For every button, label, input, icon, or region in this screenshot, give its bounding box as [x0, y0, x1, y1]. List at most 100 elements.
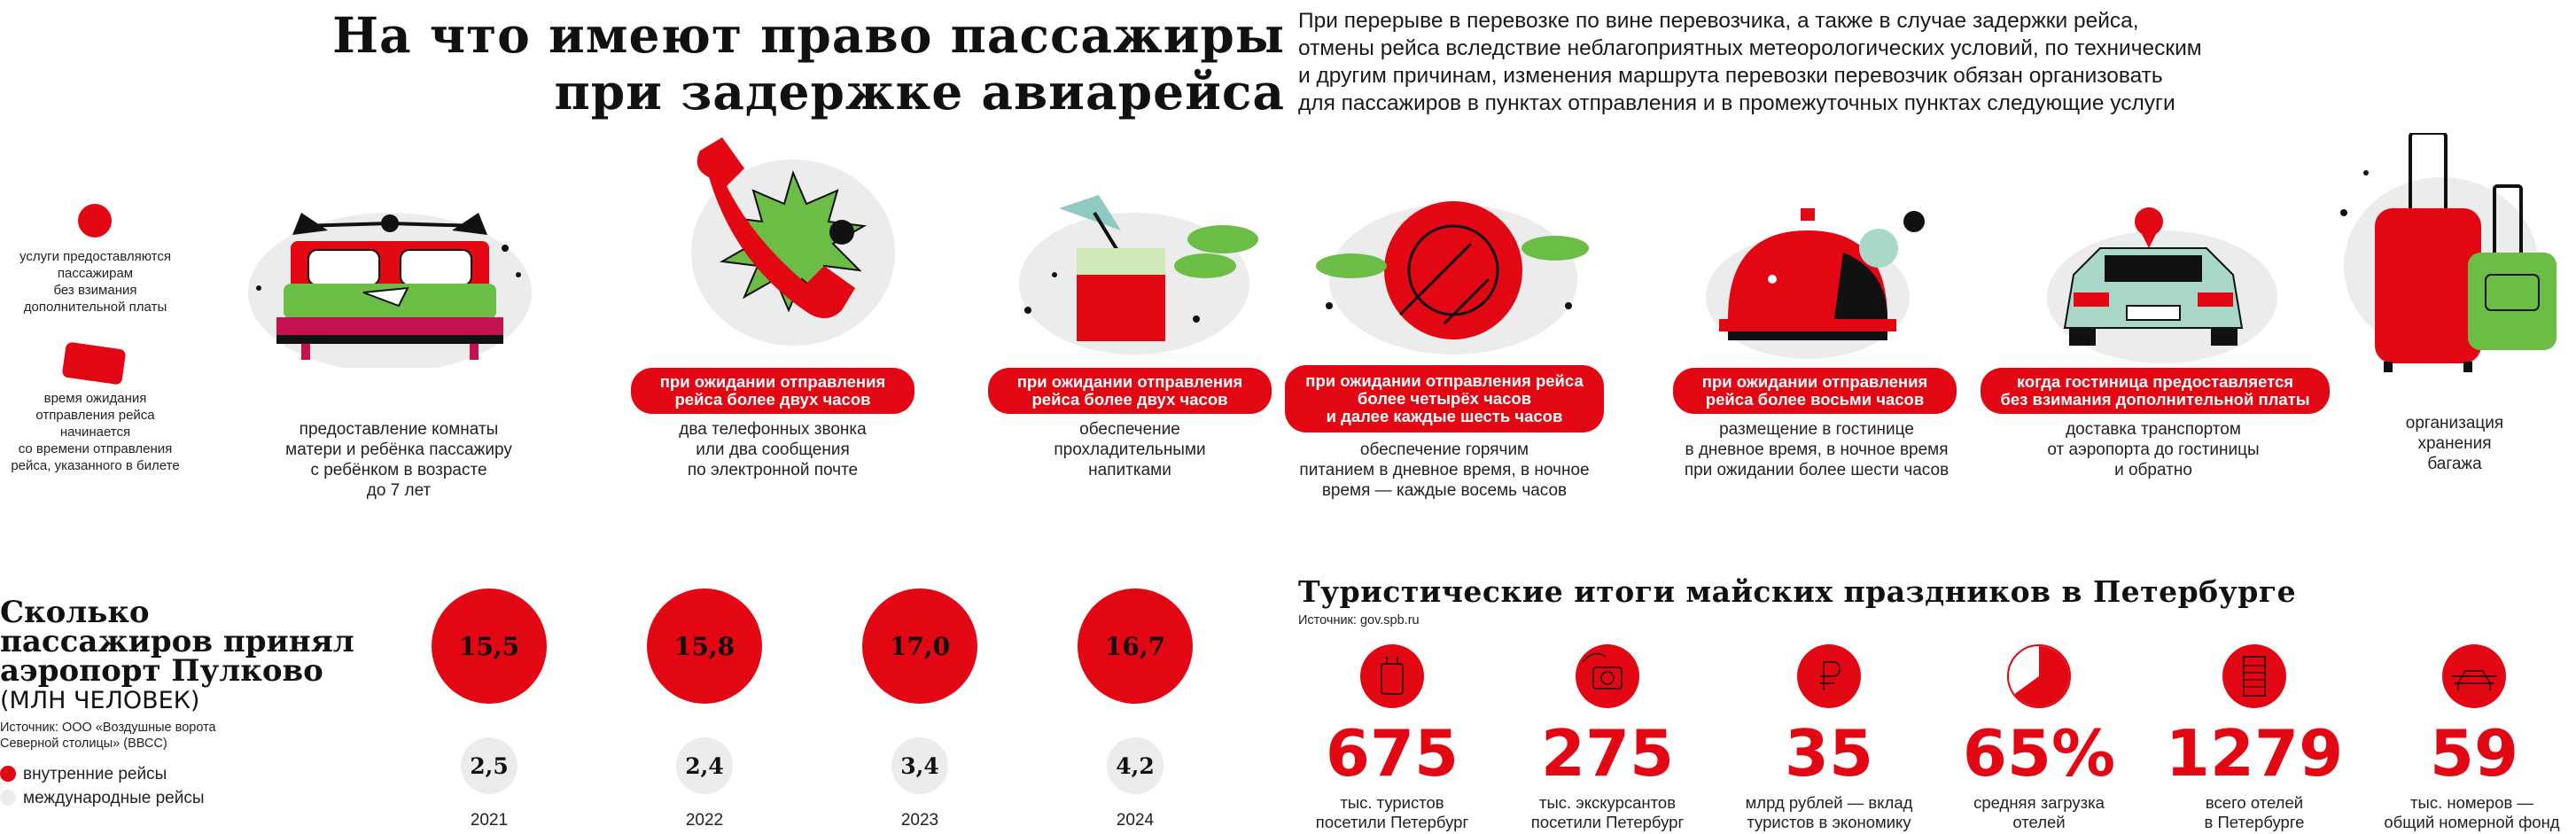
year-label: 2022 [685, 811, 724, 830]
service-caption-phone: два телефонных звонка или два сообщения … [631, 419, 914, 480]
caption-line: посетили Петербург [1530, 813, 1685, 831]
caption-line: по электронной почте [687, 461, 859, 479]
caption-line: туристов в экономику [1747, 813, 1911, 831]
service-caption-luggage: организация хранения багажа [2357, 413, 2552, 474]
condition-pill-phone: при ожидании отправления рейса более дву… [631, 368, 914, 414]
pill-line: без взимания дополнительной платы [2000, 390, 2310, 409]
condition-pill-transport: когда гостиница предоставляется без взим… [1981, 368, 2330, 414]
caption-line: до 7 лет [366, 481, 432, 500]
stat-value-occupancy: 65% [1962, 716, 2116, 791]
pill-line: рейса более двух часов [1031, 390, 1228, 409]
caption-line: время — каждые восемь часов [1321, 481, 1568, 500]
pill-line: при ожидании отправления рейса [1305, 371, 1584, 390]
tourist-suitcase-icon [1360, 644, 1424, 708]
pill-line: при ожидании отправления [1701, 372, 1928, 391]
caption-line: при ожидании более шести часов [1684, 461, 1950, 479]
caption-line: и обратно [2114, 461, 2192, 479]
pulkovo-title-line: Сколько [0, 595, 150, 630]
hotel-building-icon [2222, 644, 2286, 708]
caption-line: хранения [2417, 434, 2492, 453]
stat-value-hotels: 1279 [2165, 716, 2344, 791]
pill-line: и далее каждые шесть часов [1326, 407, 1563, 425]
plate-icon [1316, 201, 1589, 355]
caption-line: в дневное время, в ночное время [1685, 440, 1949, 459]
stat-value-rooms: 59 [2429, 716, 2519, 791]
intro-line: и другим причинам, изменения маршрута пе… [1298, 64, 2163, 88]
year-label: 2023 [900, 811, 939, 830]
pulkovo-title-line: пассажиров принял [0, 624, 354, 659]
domestic-value-2022: 15,8 [647, 588, 762, 704]
car-icon [2047, 207, 2277, 363]
legend-line: начинается [59, 425, 131, 440]
caption-line: отелей [2012, 813, 2066, 831]
caption-line: багажа [2427, 455, 2482, 473]
condition-pill-food: при ожидании отправления рейса более чет… [1285, 365, 1604, 433]
luggage-icon [2340, 133, 2557, 372]
caption-line: матери и ребёнка пассажиру [285, 440, 512, 459]
source-line: Северной столицы» (ВВСС) [0, 737, 167, 751]
caption-line: прохладительными [1054, 440, 1206, 459]
legend-line: без взимания [53, 283, 137, 298]
drink-icon [1019, 195, 1258, 355]
pulkovo-title: Сколько пассажиров принял аэропорт Пулко… [0, 595, 425, 686]
ticket-icon [61, 341, 127, 386]
ruble-icon [1797, 644, 1861, 708]
pulkovo-unit: (МЛН ЧЕЛОВЕК) [0, 687, 200, 714]
stat-caption-rooms: тыс. номеров — общий номерной фонд [2368, 793, 2576, 832]
domestic-value-2021: 15,5 [432, 588, 547, 704]
intro-text: При перерыве в перевозке по вине перевоз… [1298, 7, 2255, 117]
pill-line: рейса более двух часов [674, 390, 871, 409]
caption-line: размещение в гостинице [1719, 420, 1914, 439]
title-line-1: На что имеют право пассажиры [332, 6, 1285, 64]
caption-line: средняя загрузка [1973, 793, 2105, 812]
legend-line: отправления рейса [35, 408, 155, 423]
caption-line: с ребёнком в возрасте [310, 461, 487, 479]
stat-value-economy: 35 [1784, 716, 1874, 791]
service-caption-food: обеспечение горячим питанием в дневное в… [1276, 440, 1613, 501]
caption-line: обеспечение [1079, 420, 1180, 439]
stat-caption-economy: млрд рублей — вклад туристов в экономику [1723, 793, 1935, 832]
caption-line: от аэропорта до гостиницы [2047, 440, 2260, 459]
legend-line: рейса, указанного в билете [11, 458, 180, 473]
service-caption-bed: предоставление комнаты матери и ребёнка … [257, 419, 541, 501]
pill-line: при ожидании отправления [659, 372, 886, 391]
service-caption-hotel: размещение в гостинице в дневное время, … [1666, 419, 1967, 480]
source-line: Источник: ООО «Воздушные ворота [0, 721, 216, 735]
bed-small-icon [2442, 644, 2506, 708]
caption-line: обеспечение горячим [1359, 440, 1529, 459]
title-line-2: при задержке авиарейса [554, 63, 1285, 121]
intro-line: отмены рейса вследствие неблагоприятных … [1298, 36, 2202, 60]
domestic-value-2024: 16,7 [1078, 588, 1193, 704]
caption-line: тыс. номеров — [2410, 793, 2533, 812]
legend-line: пассажирам [57, 266, 134, 281]
legend-line: услуги предоставляются [19, 249, 171, 264]
legend-international-label: международные рейсы [23, 789, 205, 807]
caption-line: всего отелей [2205, 793, 2304, 812]
pill-line: когда гостиница предоставляется [2016, 372, 2294, 391]
caption-line: посетили Петербург [1315, 813, 1469, 831]
page-title: На что имеют право пассажиры при задержк… [239, 7, 1285, 121]
domestic-value-2023: 17,0 [862, 588, 977, 704]
caption-line: тыс. экскурсантов [1538, 793, 1677, 812]
stat-caption-tourists: тыс. туристов посетили Петербург [1286, 793, 1498, 832]
caption-line: доставка транспортом [2066, 420, 2241, 439]
legend-line: дополнительной платы [23, 300, 167, 315]
legend-line: со времени отправления [18, 441, 173, 456]
caption-line: предоставление комнаты [299, 420, 499, 439]
pulkovo-source: Источник: ООО «Воздушные ворота Северной… [0, 720, 292, 752]
service-caption-drink: обеспечение прохладительными напитками [988, 419, 1272, 480]
international-value-2022: 2,4 [676, 737, 733, 794]
caption-line: млрд рублей — вклад [1745, 793, 1913, 812]
legend-international-dot-icon [0, 790, 16, 806]
stat-caption-excursionists: тыс. экскурсантов посетили Петербург [1501, 793, 1714, 832]
stat-value-tourists: 675 [1325, 716, 1459, 791]
caption-line: общий номерной фонд [2384, 813, 2560, 831]
international-value-2021: 2,5 [461, 737, 518, 794]
legend-domestic-label: внутренние рейсы [23, 765, 167, 783]
tourism-title: Туристические итоги майских праздников в… [1298, 574, 2297, 609]
stat-value-excursionists: 275 [1540, 716, 1675, 791]
international-value-2024: 4,2 [1107, 737, 1163, 794]
condition-pill-hotel: при ожидании отправления рейса более вос… [1673, 368, 1957, 414]
caption-line: или два сообщения [696, 440, 850, 459]
camera-icon [1576, 644, 1639, 708]
